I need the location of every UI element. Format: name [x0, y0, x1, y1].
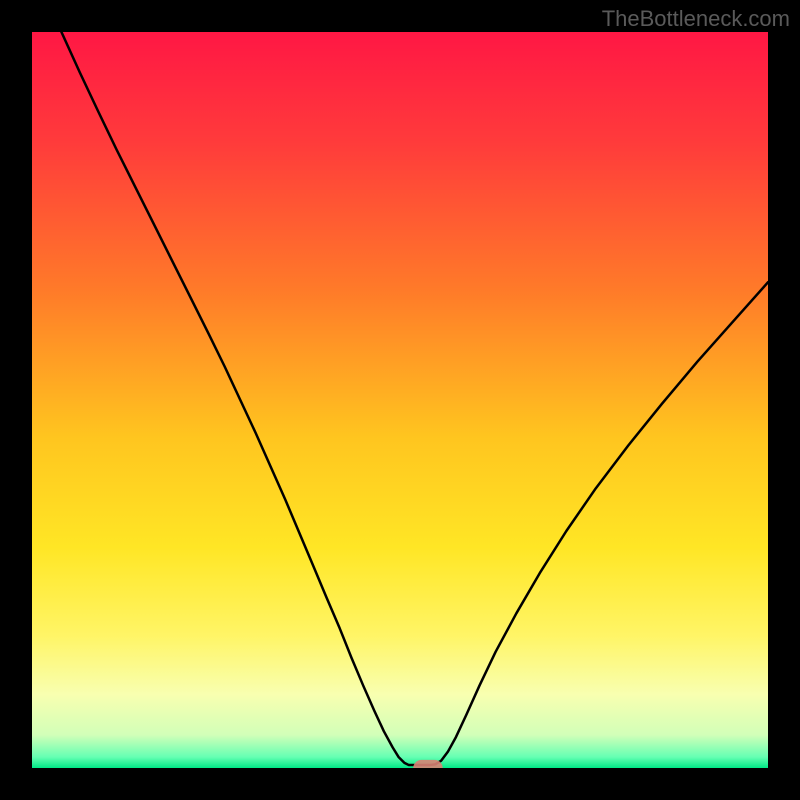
plot-area	[32, 32, 768, 768]
watermark-text: TheBottleneck.com	[602, 6, 790, 32]
chart-frame: TheBottleneck.com	[0, 0, 800, 800]
plot-svg	[32, 32, 768, 768]
optimal-marker	[413, 760, 442, 768]
gradient-background	[32, 32, 768, 768]
